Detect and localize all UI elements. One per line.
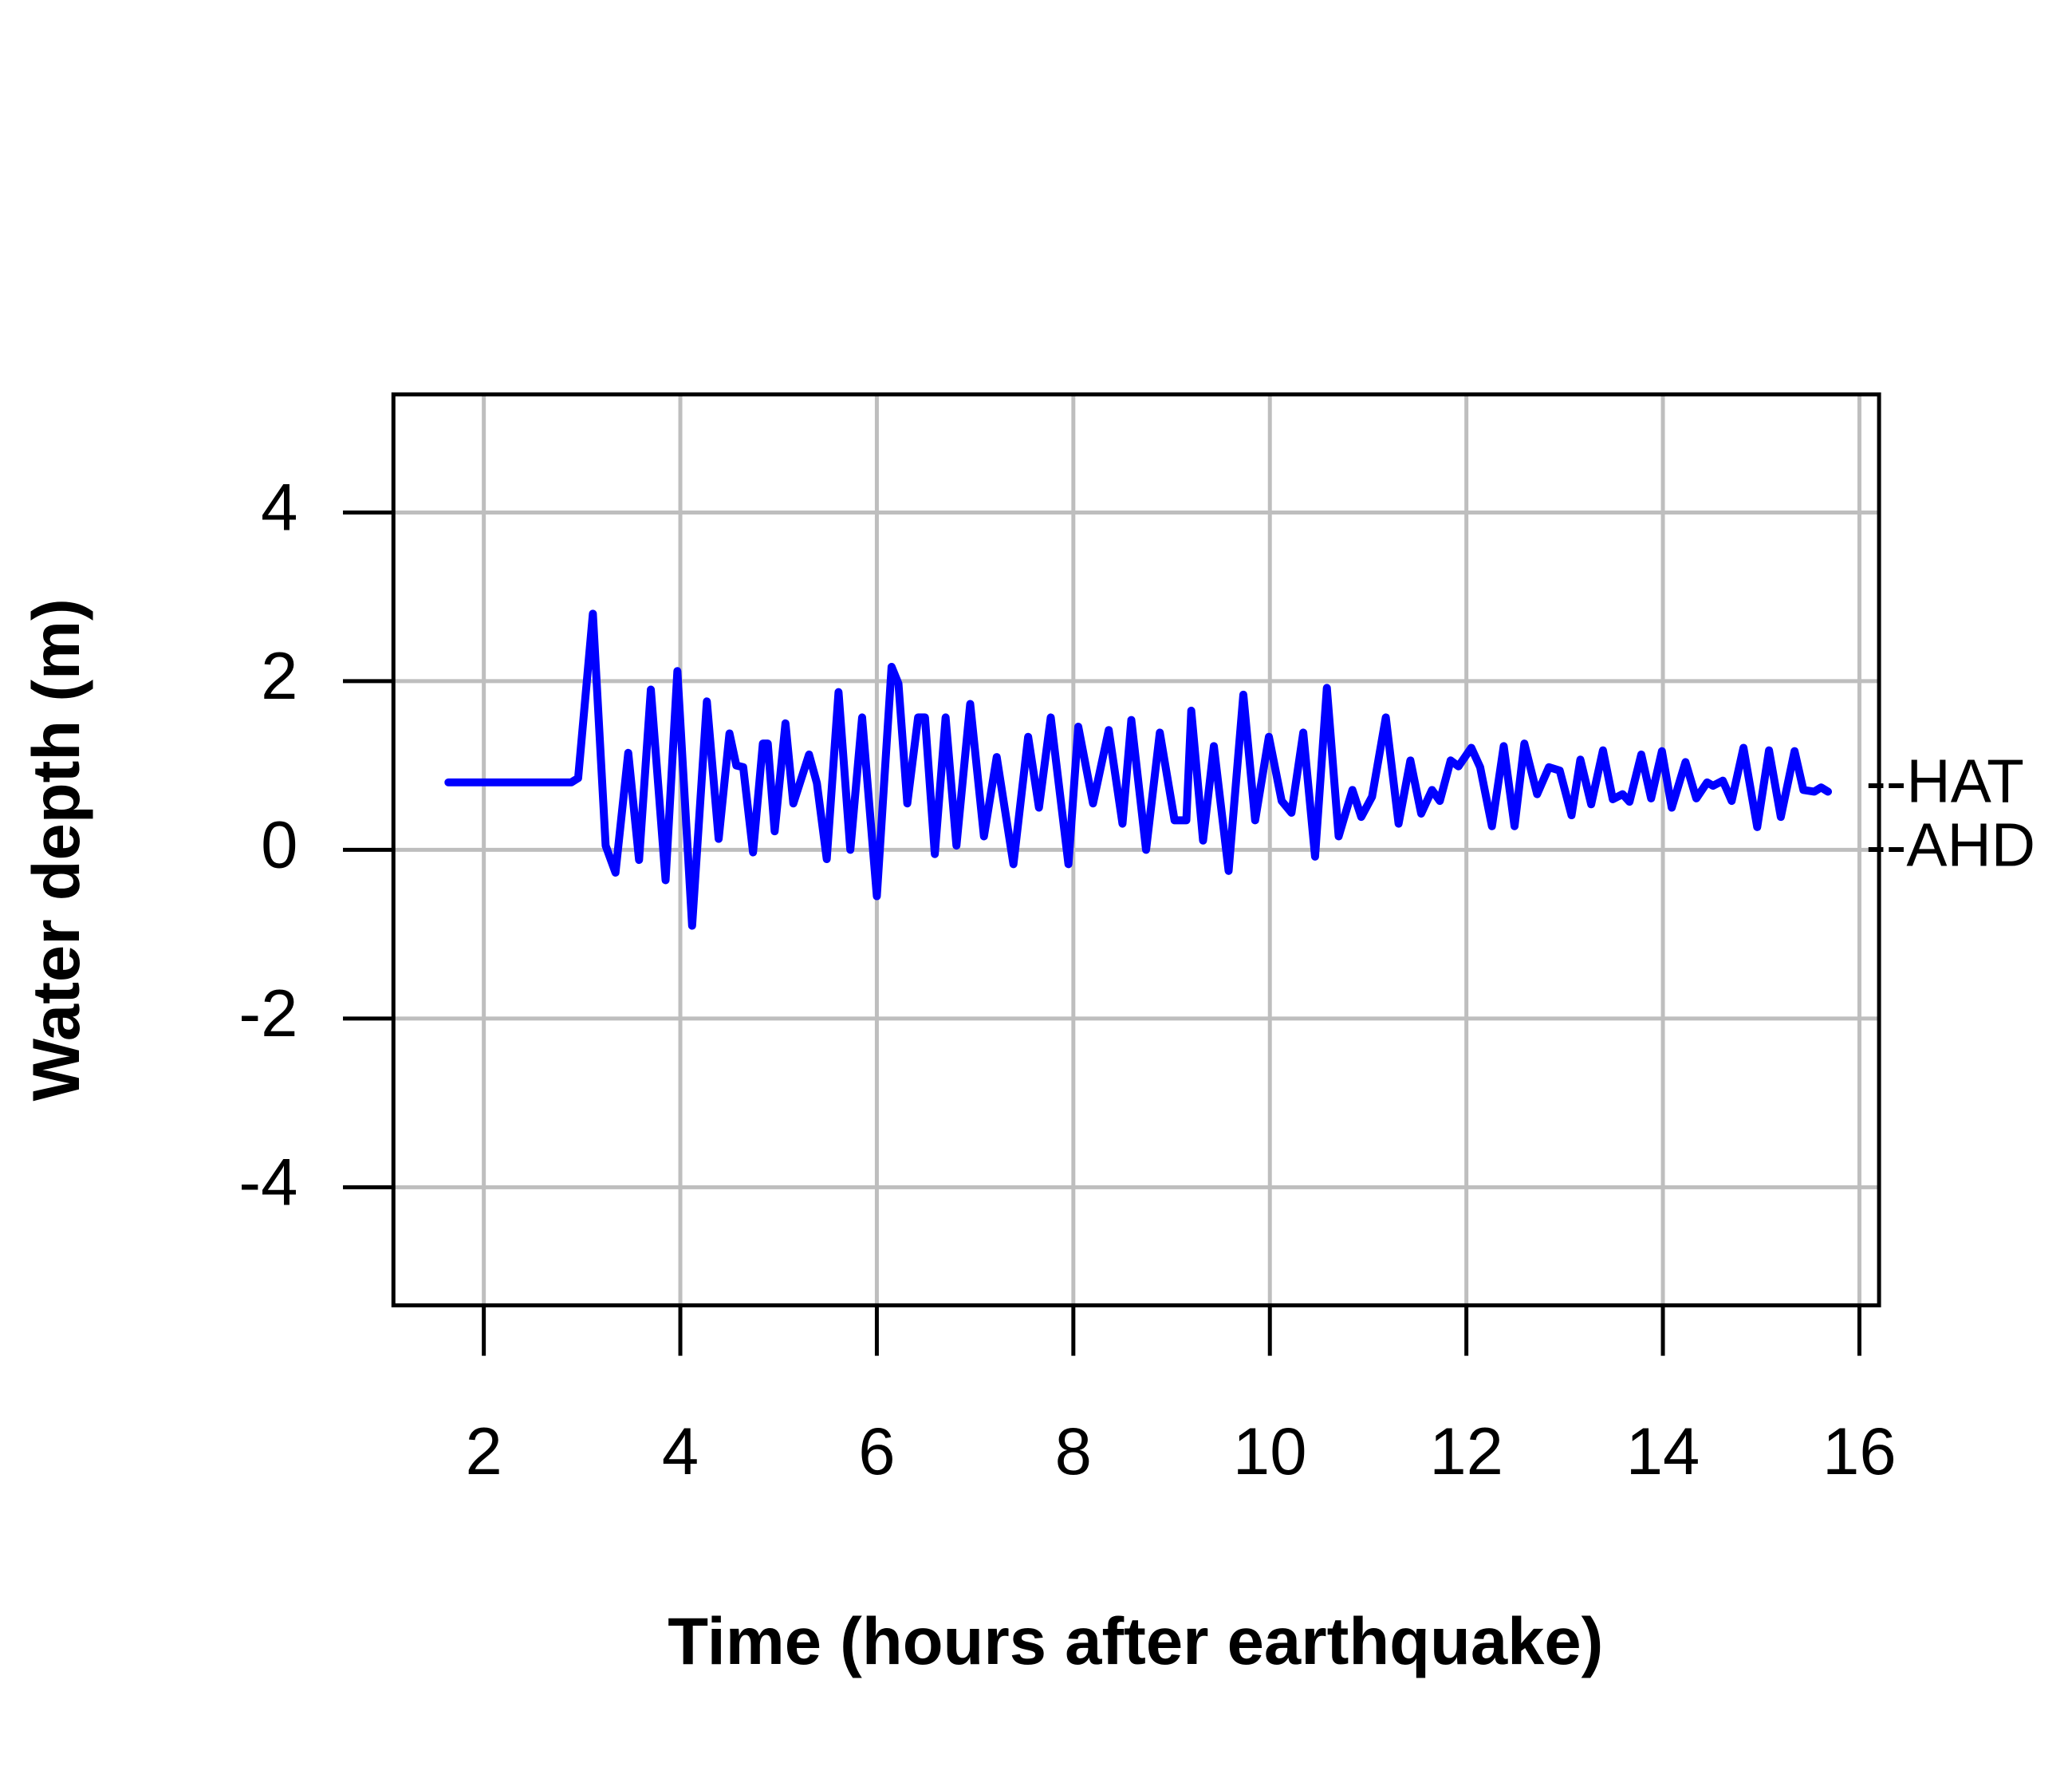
- y-tick-label: -2: [238, 976, 297, 1051]
- x-tick-label: 12: [1429, 1414, 1503, 1488]
- x-tick-label: 2: [465, 1414, 502, 1488]
- y-tick-label: -4: [238, 1145, 297, 1219]
- x-tick-label: 10: [1233, 1414, 1307, 1488]
- x-tick-label: 14: [1626, 1414, 1700, 1488]
- x-axis-label: Time (hours after earthquake): [668, 1604, 1603, 1678]
- y-tick-label: 2: [261, 639, 297, 713]
- data-line: [444, 609, 1833, 930]
- y-tick-label: 0: [261, 807, 297, 881]
- y-axis-label: Water depth (m): [19, 598, 93, 1101]
- annotation: --AHD: [1865, 812, 2035, 880]
- plot-frame: [391, 392, 1881, 1307]
- x-tick-label: 8: [1055, 1414, 1092, 1488]
- x-tick-label: 6: [858, 1414, 895, 1488]
- annotation: --HAT: [1865, 747, 2023, 815]
- x-tick-label: 4: [662, 1414, 699, 1488]
- x-tick-label: 16: [1822, 1414, 1897, 1488]
- y-tick-label: 4: [261, 470, 297, 544]
